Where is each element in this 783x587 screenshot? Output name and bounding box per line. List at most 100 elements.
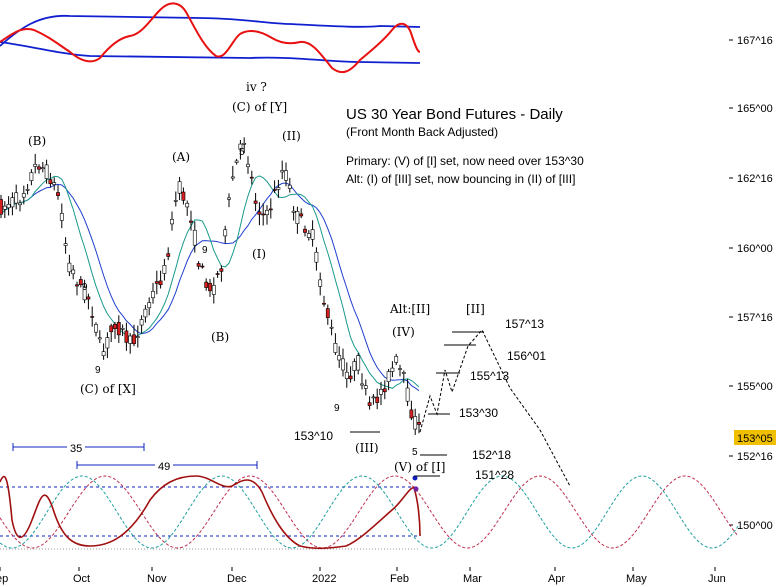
cycle-span-label: 35 — [70, 443, 82, 455]
wave-label: (B) — [28, 134, 46, 148]
candlestick — [113, 322, 117, 339]
wave-label: (C) of [X] — [80, 382, 136, 396]
candlestick — [90, 306, 95, 327]
level-label: 157^13 — [505, 317, 544, 331]
candle-body — [143, 308, 148, 318]
candlestick — [322, 295, 326, 307]
candle-body — [238, 143, 243, 150]
candlestick — [238, 139, 243, 160]
level-label: 153^10 — [294, 429, 333, 443]
candlestick — [21, 185, 26, 205]
count-digit: 9 — [95, 365, 101, 376]
candlestick — [223, 225, 228, 244]
candle-body — [265, 209, 269, 216]
count-digit: 5 — [239, 147, 245, 158]
candlestick — [204, 278, 209, 291]
candlestick — [303, 225, 307, 237]
candlestick — [280, 160, 285, 180]
count-digit: 5 — [412, 447, 418, 458]
candle-body — [105, 337, 110, 349]
candle-body — [151, 291, 155, 299]
candle-body — [162, 265, 167, 274]
candlestick — [344, 362, 349, 388]
candle-body — [246, 163, 250, 168]
candlestick — [333, 333, 338, 355]
grid — [0, 39, 733, 571]
alt-count-note: Alt: (I) of [III] set, now bouncing in (… — [346, 172, 575, 186]
candle-body — [101, 351, 106, 356]
candle-body — [128, 335, 133, 344]
candlestick — [386, 368, 391, 391]
level-labels: 157^13 156^01 155^13 153^30 153^10 152^1… — [294, 317, 546, 482]
level-label: 152^18 — [472, 448, 511, 462]
candlestick — [211, 277, 216, 304]
wave-label: [II] — [466, 302, 485, 316]
chart-title-block: US 30 Year Bond Futures - Daily (Front M… — [346, 106, 584, 186]
candle-body — [280, 170, 285, 173]
candlestick — [25, 183, 30, 195]
current-price-label: 153^05 — [737, 433, 773, 445]
candlestick — [348, 366, 353, 383]
candlestick — [272, 180, 277, 193]
candle-body — [401, 372, 406, 374]
candle-body — [67, 262, 72, 273]
candlestick — [132, 324, 136, 347]
candlestick — [67, 254, 72, 277]
candle-body — [371, 396, 376, 399]
candle-body — [63, 243, 68, 246]
candle-body — [344, 371, 349, 379]
candlestick — [215, 270, 220, 278]
candlestick — [379, 381, 383, 406]
candlestick — [284, 162, 288, 187]
chart-title: US 30 Year Bond Futures - Daily — [346, 106, 563, 123]
candle-body — [113, 323, 117, 330]
candlestick — [14, 184, 19, 210]
month-label: May — [626, 573, 647, 585]
wave-label: (III) — [355, 441, 379, 455]
candlestick — [124, 322, 129, 351]
candlestick — [401, 370, 406, 384]
candlestick — [409, 400, 414, 421]
candlestick — [261, 203, 266, 226]
candle-body — [215, 273, 220, 275]
price-tick: 150^00 — [737, 520, 773, 532]
candlestick — [56, 184, 60, 200]
candle-body — [287, 184, 292, 189]
candlestick — [109, 323, 114, 342]
candle-body — [257, 211, 262, 215]
candle-body — [44, 164, 49, 179]
candlestick — [181, 187, 186, 205]
top-oscillator-panel — [0, 2, 421, 74]
candlestick — [276, 179, 281, 198]
chart-subtitle: (Front Month Back Adjusted) — [346, 125, 498, 139]
price-tick: 155^00 — [737, 381, 773, 393]
wave-label: (C) of [Y] — [232, 100, 287, 114]
candle-body — [390, 367, 395, 372]
candlestick — [265, 205, 269, 225]
candlestick — [59, 203, 64, 229]
candlestick — [151, 282, 155, 304]
candlestick — [0, 194, 3, 219]
level-marks — [350, 331, 484, 477]
month-label: ep — [0, 573, 8, 585]
candle-body — [120, 327, 125, 330]
candlestick — [356, 353, 361, 375]
candlestick — [29, 169, 34, 186]
candle-body — [337, 355, 342, 361]
candle-body — [306, 233, 311, 238]
candle-body — [413, 416, 418, 430]
candle-body — [227, 197, 231, 200]
wave-label: (A) — [172, 150, 190, 164]
candle-body — [86, 296, 91, 300]
candle-body — [405, 387, 410, 402]
candlestick — [154, 270, 159, 295]
candle-body — [48, 179, 53, 185]
candle-body — [37, 166, 41, 170]
candle-body — [154, 281, 159, 284]
candlestick — [234, 158, 239, 165]
candlestick — [82, 279, 87, 304]
candlestick — [75, 281, 79, 296]
candle-body — [325, 308, 330, 318]
month-label: Jun — [708, 573, 726, 585]
candle-body — [82, 287, 87, 301]
